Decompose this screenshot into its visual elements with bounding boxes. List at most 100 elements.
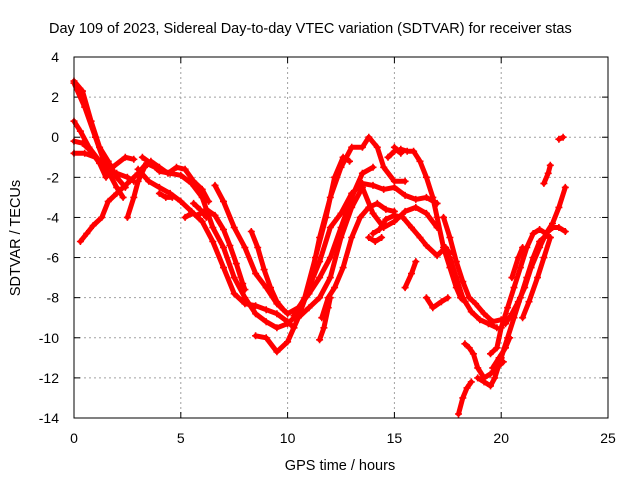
- data-point-marker: [540, 254, 548, 262]
- data-point-marker: [326, 274, 334, 282]
- data-point-marker: [422, 173, 430, 181]
- data-point-marker: [147, 159, 155, 167]
- data-point-marker: [326, 224, 334, 231]
- data-point-marker: [155, 183, 163, 191]
- y-axis-label: SDTVAR / TECUs: [8, 180, 24, 296]
- data-point-marker: [198, 218, 206, 225]
- data-point-marker: [273, 324, 281, 332]
- series-track-28: [446, 254, 501, 332]
- data-point-marker: [546, 234, 554, 241]
- data-point-marker: [241, 244, 249, 251]
- series-track-25: [401, 258, 420, 292]
- data-point-marker: [190, 199, 198, 207]
- data-point-marker: [401, 177, 409, 185]
- data-point-marker: [267, 284, 274, 292]
- data-point-marker: [324, 294, 332, 302]
- data-point-marker: [502, 320, 509, 328]
- data-point-marker: [555, 224, 563, 231]
- data-point-marker: [397, 149, 405, 157]
- data-point-marker: [104, 197, 112, 205]
- data-point-marker: [337, 163, 345, 171]
- data-point-marker: [384, 153, 392, 161]
- data-point-marker: [119, 193, 127, 201]
- series-track-14: [247, 228, 287, 314]
- data-point-marker: [416, 157, 424, 165]
- data-point-marker: [211, 181, 219, 189]
- data-point-marker: [252, 310, 260, 318]
- data-point-marker: [220, 226, 227, 233]
- data-point-marker: [220, 264, 227, 272]
- data-point-marker: [326, 193, 334, 201]
- data-point-marker: [108, 163, 116, 171]
- data-point-marker: [254, 244, 262, 251]
- data-point-marker: [81, 149, 89, 157]
- data-point-marker: [262, 318, 270, 326]
- data-point-marker: [273, 298, 281, 306]
- data-point-marker: [465, 294, 473, 302]
- data-point-marker: [534, 274, 541, 282]
- series-track-10: [155, 189, 176, 201]
- series-track-18: [305, 133, 409, 292]
- data-point-marker: [155, 189, 163, 197]
- data-point-marker: [506, 334, 514, 342]
- data-point-marker: [316, 336, 324, 344]
- data-point-marker: [130, 155, 138, 163]
- data-point-marker: [241, 300, 249, 308]
- data-point-marker: [463, 384, 471, 392]
- data-point-marker: [239, 280, 247, 288]
- series-track-37: [540, 161, 554, 187]
- data-point-marker: [480, 310, 488, 318]
- y-tick-label: -6: [47, 250, 60, 266]
- data-point-marker: [262, 334, 270, 342]
- data-point-marker: [177, 197, 185, 205]
- data-point-marker: [491, 374, 499, 382]
- data-point-marker: [305, 284, 313, 292]
- x-tick-label: 5: [177, 430, 185, 446]
- data-point-marker: [467, 308, 475, 316]
- data-point-marker: [401, 207, 409, 215]
- series-track-38: [555, 133, 567, 143]
- data-point-marker: [348, 189, 356, 197]
- series-track-24: [390, 143, 405, 157]
- data-point-marker: [87, 147, 95, 155]
- data-point-marker: [514, 298, 522, 306]
- data-point-marker: [412, 203, 420, 211]
- y-tick-label: -14: [39, 410, 59, 426]
- data-point-marker: [440, 244, 447, 251]
- plot-frame: [73, 56, 609, 419]
- series-line: [490, 335, 513, 371]
- data-point-marker: [536, 244, 544, 251]
- data-point-marker: [390, 183, 398, 191]
- data-point-marker: [365, 234, 373, 241]
- data-point-marker: [429, 304, 437, 312]
- data-point-marker: [121, 153, 129, 161]
- data-point-marker: [408, 224, 415, 231]
- data-point-marker: [519, 314, 527, 322]
- data-point-marker: [316, 274, 324, 282]
- data-point-marker: [316, 294, 324, 302]
- data-point-marker: [284, 318, 292, 326]
- data-point-marker: [98, 213, 106, 221]
- data-point-marker: [284, 310, 292, 318]
- series-track-27: [440, 213, 505, 326]
- data-point-marker: [91, 133, 99, 141]
- data-point-marker: [561, 228, 569, 235]
- data-point-marker: [559, 133, 567, 141]
- data-point-marker: [371, 238, 379, 245]
- data-point-marker: [252, 270, 260, 278]
- data-point-marker: [356, 213, 364, 221]
- data-point-marker: [390, 177, 398, 185]
- data-point-marker: [181, 165, 189, 173]
- data-point-marker: [348, 203, 356, 211]
- data-point-marker: [527, 264, 535, 272]
- data-point-marker: [241, 294, 249, 302]
- data-point-marker: [378, 234, 386, 241]
- data-point-marker: [123, 213, 131, 221]
- data-point-marker: [469, 350, 477, 358]
- y-tick-label: 4: [51, 49, 59, 65]
- x-tick-labels: 0 5 10 15 20 25: [70, 430, 616, 446]
- data-point-marker: [331, 284, 339, 292]
- x-axis-label: GPS time / hours: [285, 458, 395, 474]
- data-point-marker: [446, 234, 454, 241]
- x-tick-label: 10: [280, 430, 296, 446]
